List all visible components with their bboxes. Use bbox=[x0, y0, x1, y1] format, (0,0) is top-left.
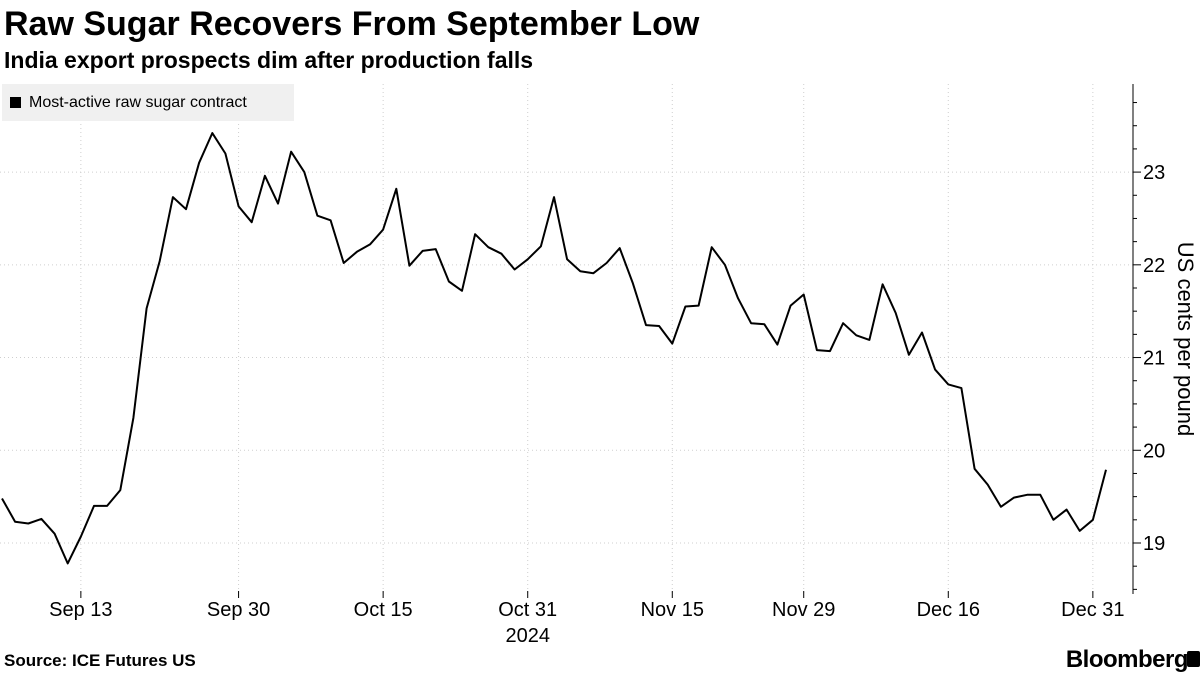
y-tick-label: 19 bbox=[1143, 533, 1165, 555]
x-tick-label: Nov 15 bbox=[641, 599, 704, 621]
legend-label: Most-active raw sugar contract bbox=[29, 94, 247, 111]
plot-area bbox=[1, 132, 1107, 565]
legend-swatch bbox=[10, 97, 21, 108]
bloomberg-icon bbox=[1187, 651, 1200, 667]
y-tick-label: 20 bbox=[1143, 440, 1165, 462]
x-tick-label: Nov 29 bbox=[772, 599, 835, 621]
y-tick-label: 22 bbox=[1143, 255, 1165, 277]
x-tick-label: Dec 31 bbox=[1061, 599, 1124, 621]
series-line bbox=[1, 132, 1107, 565]
brand-logo: Bloomberg bbox=[1065, 646, 1189, 673]
x-tick-label: Oct 15 bbox=[354, 599, 413, 621]
legend: Most-active raw sugar contract bbox=[2, 84, 294, 121]
x-tick-label: Dec 16 bbox=[917, 599, 980, 621]
chart-subtitle: India export prospects dim after product… bbox=[4, 47, 534, 73]
chart-title: Raw Sugar Recovers From September Low bbox=[4, 5, 700, 43]
y-tick-label: 21 bbox=[1143, 348, 1165, 370]
source-note: Source: ICE Futures US bbox=[4, 651, 196, 670]
y-tick-label: 23 bbox=[1143, 162, 1165, 184]
grid-lines bbox=[0, 84, 1133, 594]
x-tick-label: Oct 31 bbox=[498, 599, 557, 621]
x-axis: Sep 13 Sep 30 Oct 15 Oct 31 Nov 15 Nov 29 Dec … bbox=[49, 591, 1125, 647]
x-year-label: 2024 bbox=[505, 625, 550, 647]
x-tick-label: Sep 13 bbox=[49, 599, 112, 621]
x-tick-label: Sep 30 bbox=[207, 599, 270, 621]
y-axis-label: US cents per pound bbox=[1173, 242, 1198, 436]
y-axis: 19 20 21 22 23 bbox=[1132, 84, 1165, 594]
